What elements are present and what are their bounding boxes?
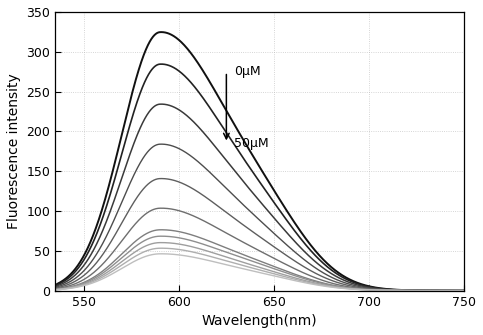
Y-axis label: Fluorescence intensity: Fluorescence intensity	[7, 73, 21, 229]
X-axis label: Wavelength(nm): Wavelength(nm)	[202, 314, 317, 328]
Text: 50μM: 50μM	[234, 137, 269, 150]
Text: 0μM: 0μM	[234, 65, 261, 78]
